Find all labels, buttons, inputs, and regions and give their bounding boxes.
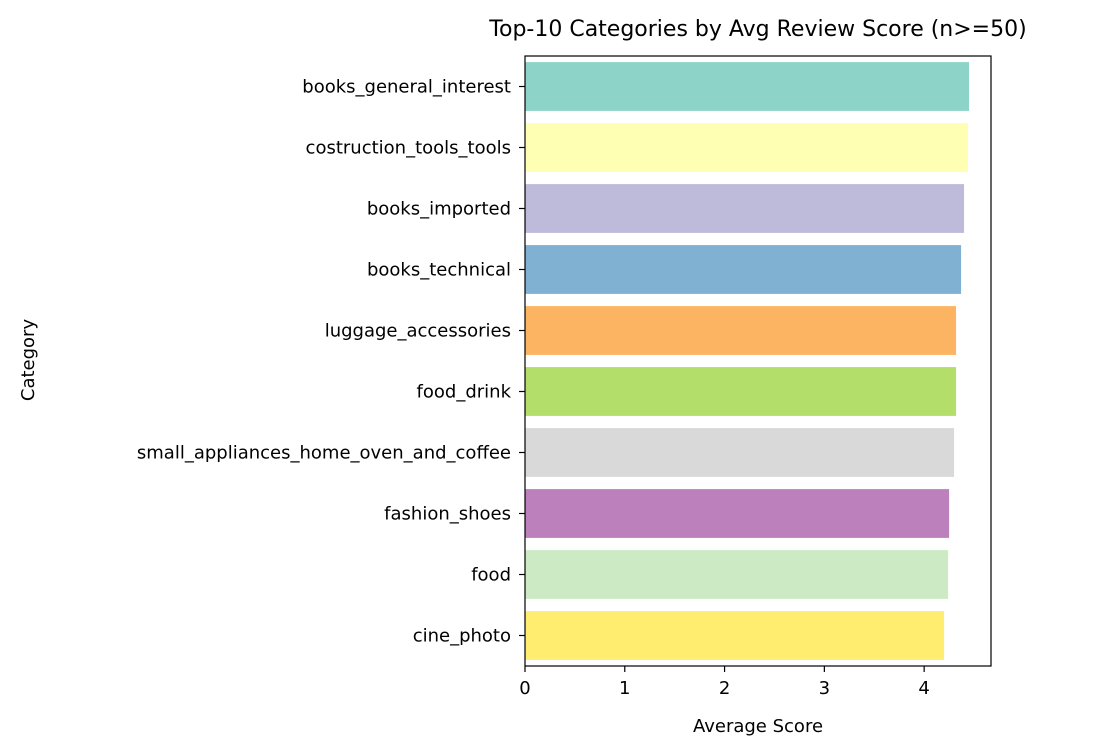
x-tick-label: 0 — [519, 678, 530, 699]
y-tick-label: fashion_shoes — [384, 504, 511, 525]
x-axis-label: Average Score — [693, 716, 823, 737]
y-tick-label: cine_photo — [413, 626, 511, 647]
bar-cine-photo — [525, 611, 945, 660]
y-tick-label: books_general_interest — [302, 77, 511, 98]
bar-books-imported — [525, 184, 965, 233]
x-tick-label: 2 — [719, 678, 730, 699]
bar-small-appliances-home-oven-and-coffee — [525, 428, 955, 477]
bar-fashion-shoes — [525, 489, 950, 538]
bar-costruction-tools-tools — [525, 123, 969, 172]
bar-food — [525, 550, 949, 599]
y-axis-label: Category — [18, 319, 39, 402]
y-tick-label: food — [471, 565, 511, 586]
x-tick-label: 4 — [918, 678, 929, 699]
plot-area: books_general_interest costruction_tools_… — [137, 55, 992, 699]
x-tick-label: 1 — [619, 678, 630, 699]
x-tick-label: 3 — [819, 678, 830, 699]
bar-books-general-interest — [525, 62, 970, 111]
chart-title: Top-10 Categories by Avg Review Score (n… — [488, 17, 1026, 42]
y-tick-label: luggage_accessories — [325, 321, 511, 342]
y-tick-label: food_drink — [417, 382, 512, 403]
axes-frame — [524, 55, 992, 667]
bar-food-drink — [525, 367, 957, 416]
y-tick-label: books_imported — [367, 199, 511, 220]
y-tick-label: costruction_tools_tools — [306, 138, 511, 159]
y-tick-label: small_appliances_home_oven_and_coffee — [137, 443, 511, 464]
y-tick-label: books_technical — [367, 260, 511, 281]
bar-luggage-accessories — [525, 306, 957, 355]
bar-books-technical — [525, 245, 962, 294]
